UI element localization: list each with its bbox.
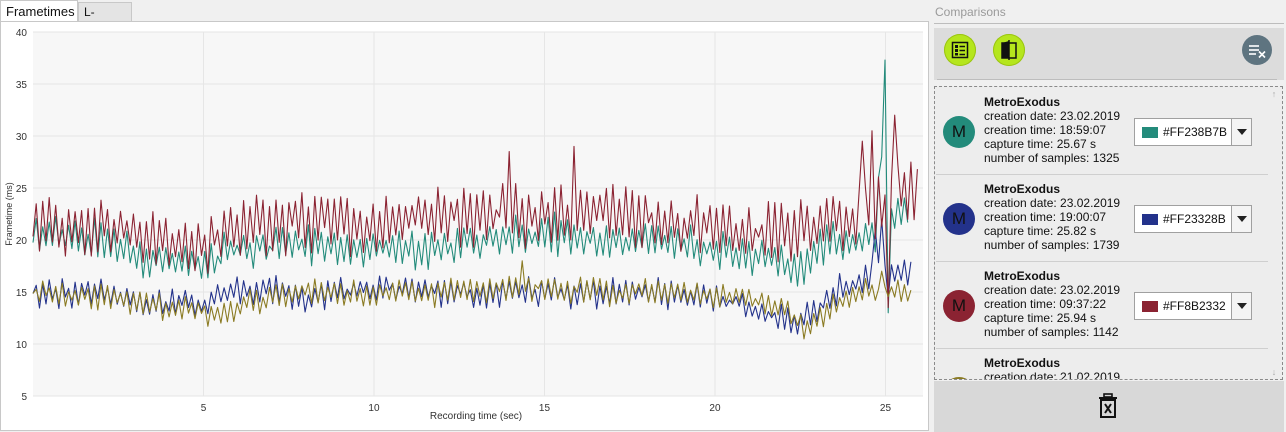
chevron-down-icon[interactable] [1231,293,1251,319]
x-tick-label: 20 [709,403,721,414]
scroll-down-icon[interactable]: ↓ [1271,367,1277,377]
y-tick-label: 25 [16,184,28,195]
x-tick-label: 15 [539,403,551,414]
record-name: MetroExodus [984,95,1061,109]
color-value: #FF8B2332 [1163,299,1226,313]
color-picker[interactable] [1134,379,1252,380]
y-tick-label: 35 [16,80,28,91]
comparison-list[interactable]: M MetroExodus creation date: 23.02.2019 … [934,86,1283,380]
list-view-button[interactable] [944,34,976,66]
record-info: MetroExodus creation date: 23.02.2019 cr… [984,182,1120,252]
x-tick-label: 25 [880,403,892,414]
record-name: MetroExodus [984,356,1061,370]
y-axis: 5 10 15 20 25 30 35 40 [16,28,28,403]
series-group [32,59,918,340]
clear-list-button[interactable] [1242,35,1272,65]
frametime-chart: 5 10 15 20 25 30 35 40 5 10 15 20 25 Recording time… [4,28,923,422]
series-line [32,114,918,309]
comparisons-footer [934,381,1284,432]
delete-button[interactable] [1096,393,1120,419]
creation-time: creation time: 18:59:07 [984,123,1107,137]
color-picker[interactable]: #FF238B7B [1134,118,1252,146]
comparison-item[interactable]: M MetroExodus creation date: 21.02.2019 [936,349,1268,380]
split-view-button[interactable] [993,34,1025,66]
split-view-icon [1001,40,1017,60]
list-view-icon [951,41,969,59]
sample-count: number of samples: 1325 [984,151,1120,165]
comparisons-header: Comparisons [934,4,1284,24]
creation-time: creation time: 09:37:22 [984,297,1107,311]
series-line [32,59,909,314]
creation-date: creation date: 23.02.2019 [984,196,1121,210]
color-picker[interactable]: #FF8B2332 [1134,292,1252,320]
toolbar-divider [937,79,1277,80]
sample-count: number of samples: 1739 [984,238,1120,252]
comparison-item[interactable]: M MetroExodus creation date: 23.02.2019 … [936,262,1268,349]
series-line [32,218,912,335]
x-tick-label: 5 [201,403,207,414]
y-tick-label: 20 [16,236,28,247]
y-axis-label: Frametime (ms) [4,182,14,246]
avatar: M [943,116,975,148]
color-swatch [1142,301,1158,312]
creation-date: creation date: 23.02.2019 [984,283,1121,297]
series-line [32,260,912,340]
y-tick-label: 30 [16,132,28,143]
scrollbar[interactable]: ↑ ↓ [1268,89,1280,377]
chevron-down-icon[interactable] [1231,206,1251,232]
chevron-down-icon[interactable] [1231,119,1251,145]
avatar: M [943,377,975,379]
x-axis-label: Recording time (sec) [430,411,522,422]
y-tick-label: 10 [16,340,28,351]
creation-date: creation date: 23.02.2019 [984,109,1121,123]
color-swatch [1142,127,1158,138]
color-swatch [1142,214,1158,225]
tab-frametimes[interactable]: Frametimes [0,0,78,22]
chart-tab-bar: Frametimes L-shape [0,0,930,38]
avatar: M [943,290,975,322]
y-tick-label: 5 [21,392,27,403]
record-info: MetroExodus creation date: 23.02.2019 cr… [984,269,1120,339]
comparisons-toolbar [934,28,1284,80]
tab-l-shape[interactable]: L-shape [78,2,132,38]
capture-time: capture time: 25.82 s [984,224,1097,238]
record-info: MetroExodus creation date: 23.02.2019 cr… [984,95,1120,165]
capture-time: capture time: 25.94 s [984,311,1097,325]
comparison-item[interactable]: M MetroExodus creation date: 23.02.2019 … [936,88,1268,175]
scroll-up-icon[interactable]: ↑ [1271,89,1277,99]
capture-time: capture time: 25.67 s [984,137,1097,151]
x-tick-label: 10 [368,403,380,414]
y-tick-label: 15 [16,288,28,299]
color-value: #FF238B7B [1163,125,1228,139]
avatar: M [943,203,975,235]
y-tick-label: 40 [16,28,28,39]
creation-time: creation time: 19:00:07 [984,210,1107,224]
comparison-item[interactable]: M MetroExodus creation date: 23.02.2019 … [936,175,1268,262]
record-name: MetroExodus [984,269,1061,283]
record-name: MetroExodus [984,182,1061,196]
x-axis: 5 10 15 20 25 [201,403,892,414]
creation-date: creation date: 21.02.2019 [984,370,1121,380]
clear-list-icon [1249,45,1266,59]
color-picker[interactable]: #FF23328B [1134,205,1252,233]
color-value: #FF23328B [1163,212,1226,226]
sample-count: number of samples: 1142 [984,325,1119,339]
record-info: MetroExodus creation date: 21.02.2019 [984,356,1121,380]
trash-icon [1099,393,1117,418]
